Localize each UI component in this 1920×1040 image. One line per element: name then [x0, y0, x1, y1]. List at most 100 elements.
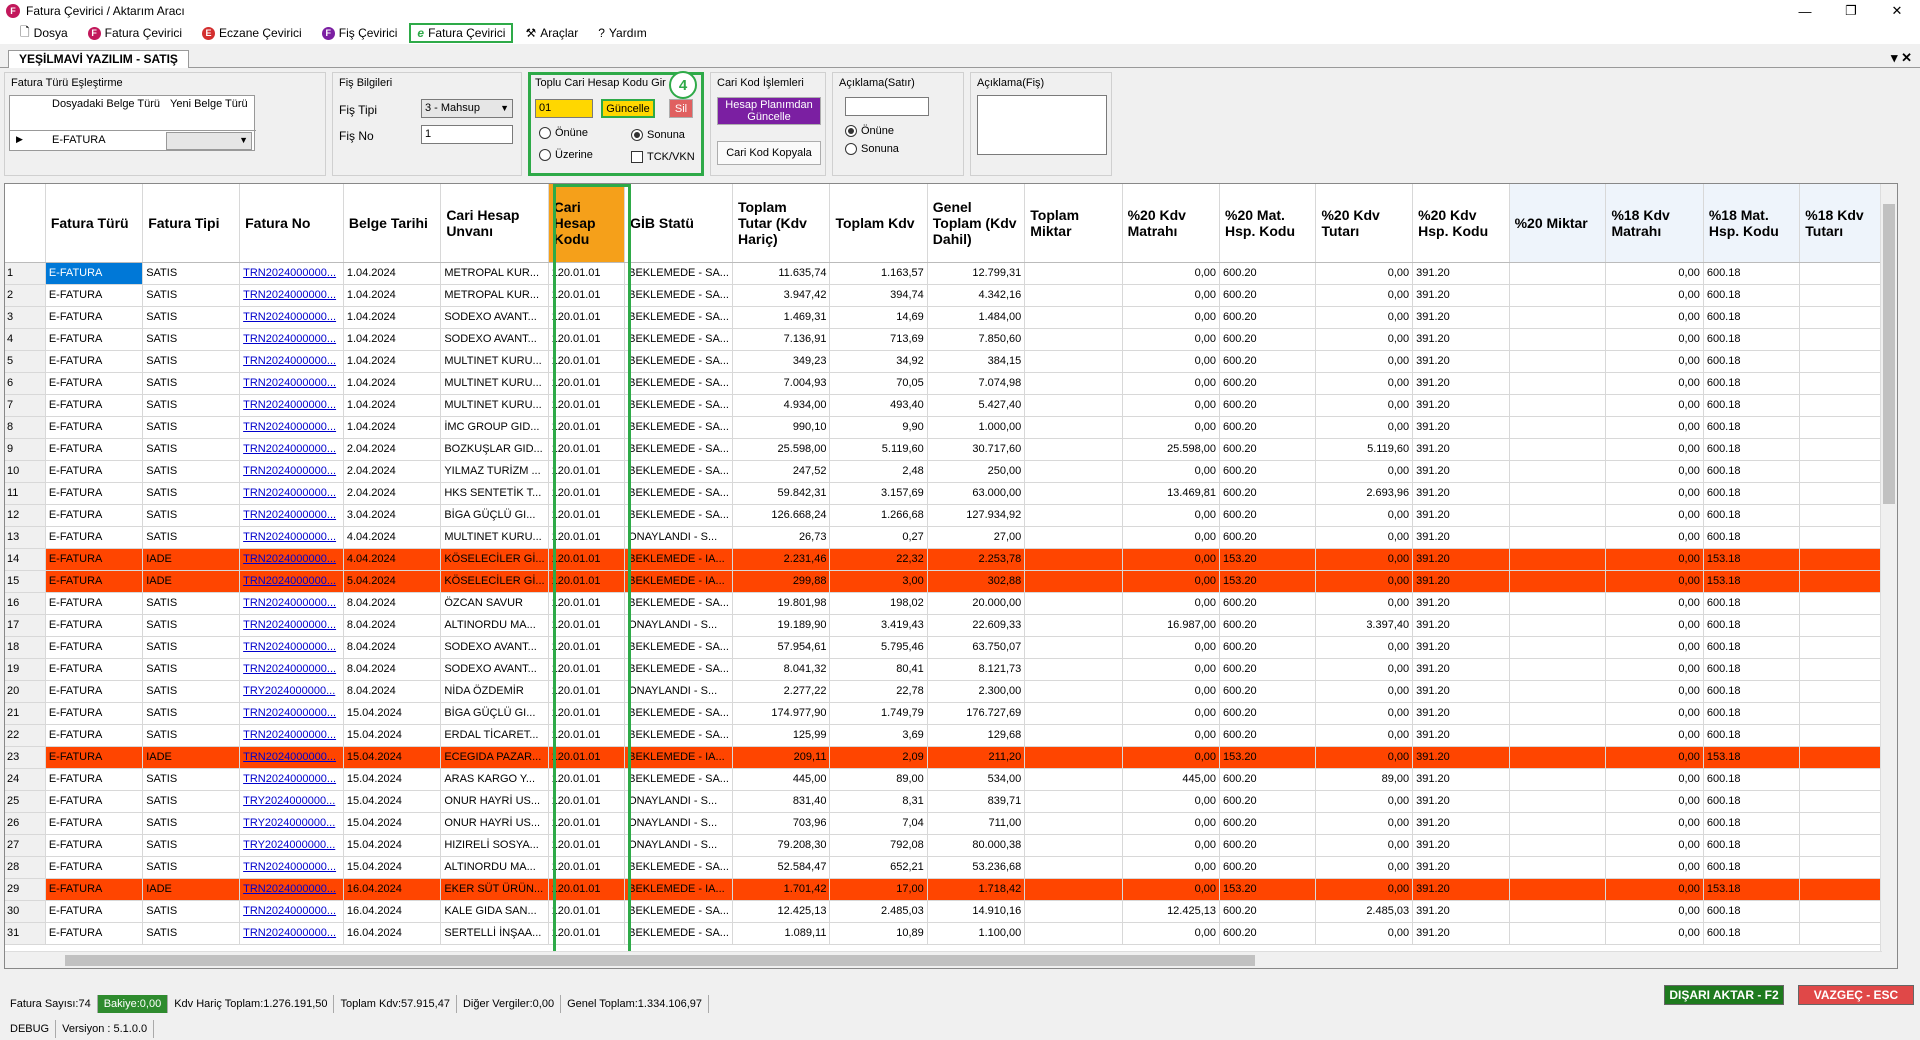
column-header[interactable]: %20 Mat. Hsp. Kodu: [1220, 184, 1316, 262]
table-row[interactable]: 5 E-FATURA SATIS TRN2024000000... 1.04.2024 M…: [5, 350, 1897, 372]
fatura-no-link[interactable]: TRN2024000000...: [240, 262, 344, 284]
table-row[interactable]: 2 E-FATURA SATIS TRN2024000000... 1.04.2024 M…: [5, 284, 1897, 306]
aciklama-fis-input[interactable]: [977, 95, 1107, 155]
onune-radio[interactable]: [539, 127, 551, 139]
column-header[interactable]: GİB Statü: [625, 184, 733, 262]
vertical-scroll-thumb[interactable]: [1883, 204, 1895, 504]
column-header[interactable]: %20 Kdv Hsp. Kodu: [1413, 184, 1509, 262]
fatura-no-link[interactable]: TRN2024000000...: [240, 416, 344, 438]
horizontal-scroll-thumb[interactable]: [65, 955, 1255, 966]
table-row[interactable]: 13 E-FATURA SATIS TRN2024000000... 4.04.2024…: [5, 526, 1897, 548]
fatura-no-link[interactable]: TRN2024000000...: [240, 372, 344, 394]
maximize-icon[interactable]: ❐: [1828, 0, 1874, 22]
column-header[interactable]: Genel Toplam (Kdv Dahil): [927, 184, 1024, 262]
table-row[interactable]: 26 E-FATURA SATIS TRY2024000000... 15.04.202…: [5, 812, 1897, 834]
table-row[interactable]: 21 E-FATURA SATIS TRN2024000000... 15.04.202…: [5, 702, 1897, 724]
guncelle-button[interactable]: Güncelle: [601, 99, 655, 118]
fatura-no-link[interactable]: TRN2024000000...: [240, 328, 344, 350]
table-row[interactable]: 20 E-FATURA SATIS TRY2024000000... 8.04.2024…: [5, 680, 1897, 702]
table-row[interactable]: 14 E-FATURA IADE TRN2024000000... 4.04.2024 K…: [5, 548, 1897, 570]
column-header[interactable]: Toplam Miktar: [1025, 184, 1122, 262]
aciklama-sonuna-radio[interactable]: [845, 143, 857, 155]
fatura-no-link[interactable]: TRY2024000000...: [240, 834, 344, 856]
table-row[interactable]: 19 E-FATURA SATIS TRN2024000000... 8.04.2024…: [5, 658, 1897, 680]
sil-button[interactable]: Sil: [669, 99, 693, 118]
disari-aktar-button[interactable]: DIŞARI AKTAR - F2: [1664, 985, 1784, 1005]
fatura-no-link[interactable]: TRN2024000000...: [240, 724, 344, 746]
table-row[interactable]: 8 E-FATURA SATIS TRN2024000000... 1.04.2024 İ…: [5, 416, 1897, 438]
table-row[interactable]: 18 E-FATURA SATIS TRN2024000000... 8.04.2024…: [5, 636, 1897, 658]
fatura-no-link[interactable]: TRN2024000000...: [240, 856, 344, 878]
table-row[interactable]: 24 E-FATURA SATIS TRN2024000000... 15.04.202…: [5, 768, 1897, 790]
minimize-icon[interactable]: —: [1782, 0, 1828, 22]
table-row[interactable]: 12 E-FATURA SATIS TRN2024000000... 3.04.2024…: [5, 504, 1897, 526]
table-row[interactable]: 7 E-FATURA SATIS TRN2024000000... 1.04.2024 M…: [5, 394, 1897, 416]
column-header[interactable]: %18 Kdv Matrahı: [1606, 184, 1703, 262]
column-header[interactable]: %20 Kdv Tutarı: [1316, 184, 1413, 262]
fatura-no-link[interactable]: TRN2024000000...: [240, 878, 344, 900]
table-row[interactable]: 16 E-FATURA SATIS TRN2024000000... 8.04.2024…: [5, 592, 1897, 614]
column-header[interactable]: Toplam Kdv: [830, 184, 927, 262]
uzerine-radio[interactable]: [539, 149, 551, 161]
column-header[interactable]: Cari Hesap Unvanı: [441, 184, 548, 262]
table-row[interactable]: 25 E-FATURA SATIS TRY2024000000... 15.04.202…: [5, 790, 1897, 812]
fatura-no-link[interactable]: TRY2024000000...: [240, 680, 344, 702]
table-row[interactable]: 30 E-FATURA SATIS TRN2024000000... 16.04.202…: [5, 900, 1897, 922]
fatura-no-link[interactable]: TRN2024000000...: [240, 526, 344, 548]
aciklama-satir-input[interactable]: [845, 97, 929, 116]
horizontal-scrollbar[interactable]: [5, 951, 1882, 968]
sonuna-radio[interactable]: [631, 129, 643, 141]
column-header[interactable]: %18 Mat. Hsp. Kodu: [1703, 184, 1799, 262]
fatura-no-link[interactable]: TRN2024000000...: [240, 768, 344, 790]
table-row[interactable]: 6 E-FATURA SATIS TRN2024000000... 1.04.2024 M…: [5, 372, 1897, 394]
table-row[interactable]: 22 E-FATURA SATIS TRN2024000000... 15.04.202…: [5, 724, 1897, 746]
fatura-no-link[interactable]: TRN2024000000...: [240, 394, 344, 416]
table-row[interactable]: 17 E-FATURA SATIS TRN2024000000... 8.04.2024…: [5, 614, 1897, 636]
fatura-no-link[interactable]: TRN2024000000...: [240, 636, 344, 658]
table-row[interactable]: 29 E-FATURA IADE TRN2024000000... 16.04.2024…: [5, 878, 1897, 900]
fatura-no-link[interactable]: TRN2024000000...: [240, 570, 344, 592]
hesap-plani-button[interactable]: Hesap Planımdan Güncelle: [717, 97, 821, 125]
fatura-no-link[interactable]: TRN2024000000...: [240, 504, 344, 526]
menu-fatura-cevirici[interactable]: F Fatura Çevirici: [80, 23, 190, 43]
fatura-no-link[interactable]: TRN2024000000...: [240, 460, 344, 482]
fatura-no-link[interactable]: TRN2024000000...: [240, 922, 344, 944]
fatura-no-link[interactable]: TRN2024000000...: [240, 438, 344, 460]
tck-checkbox[interactable]: [631, 151, 643, 163]
table-row[interactable]: 11 E-FATURA SATIS TRN2024000000... 2.04.2024…: [5, 482, 1897, 504]
yeni-belge-turu-select[interactable]: ▼: [166, 132, 252, 150]
fatura-no-link[interactable]: TRN2024000000...: [240, 746, 344, 768]
table-row[interactable]: 15 E-FATURA IADE TRN2024000000... 5.04.2024 K…: [5, 570, 1897, 592]
fatura-no-link[interactable]: TRY2024000000...: [240, 790, 344, 812]
column-header[interactable]: %20 Kdv Matrahı: [1122, 184, 1219, 262]
table-row[interactable]: 10 E-FATURA SATIS TRN2024000000... 2.04.2024…: [5, 460, 1897, 482]
column-header[interactable]: Belge Tarihi: [343, 184, 440, 262]
menu-fis-cevirici[interactable]: F Fiş Çevirici: [314, 23, 406, 43]
column-header[interactable]: Fatura No: [240, 184, 344, 262]
fatura-no-link[interactable]: TRN2024000000...: [240, 284, 344, 306]
fatura-no-link[interactable]: TRN2024000000...: [240, 614, 344, 636]
menu-yardim[interactable]: ? Yardım: [590, 23, 654, 43]
table-row[interactable]: 28 E-FATURA SATIS TRN2024000000... 15.04.202…: [5, 856, 1897, 878]
fatura-no-link[interactable]: TRN2024000000...: [240, 592, 344, 614]
table-row[interactable]: 27 E-FATURA SATIS TRY2024000000... 15.04.202…: [5, 834, 1897, 856]
fatura-no-link[interactable]: TRN2024000000...: [240, 306, 344, 328]
aciklama-onune-radio[interactable]: [845, 125, 857, 137]
column-header[interactable]: Fatura Türü: [45, 184, 142, 262]
table-row[interactable]: 31 E-FATURA SATIS TRN2024000000... 16.04.202…: [5, 922, 1897, 944]
tab-close-icon[interactable]: ▾ ✕: [1891, 50, 1912, 66]
fatura-no-link[interactable]: TRN2024000000...: [240, 350, 344, 372]
menu-araclar[interactable]: ⚒ Araçlar: [517, 23, 586, 43]
table-row[interactable]: 9 E-FATURA SATIS TRN2024000000... 2.04.2024 B…: [5, 438, 1897, 460]
column-header[interactable]: Fatura Tipi: [143, 184, 240, 262]
column-header[interactable]: %20 Miktar: [1509, 184, 1606, 262]
tab-satis[interactable]: YEŞİLMAVİ YAZILIM - SATIŞ: [8, 50, 189, 68]
fis-tipi-select[interactable]: 3 - Mahsup ▼: [421, 99, 513, 118]
cari-kod-kopyala-button[interactable]: Cari Kod Kopyala: [717, 141, 821, 165]
column-header[interactable]: Cari Hesap Kodu: [548, 184, 625, 262]
fis-no-input[interactable]: 1: [421, 125, 513, 144]
table-row[interactable]: 1 E-FATURA SATIS TRN2024000000... 1.04.2024 M…: [5, 262, 1897, 284]
cari-kod-input[interactable]: 01: [535, 99, 593, 118]
fatura-no-link[interactable]: TRN2024000000...: [240, 548, 344, 570]
table-row[interactable]: 3 E-FATURA SATIS TRN2024000000... 1.04.2024 S…: [5, 306, 1897, 328]
